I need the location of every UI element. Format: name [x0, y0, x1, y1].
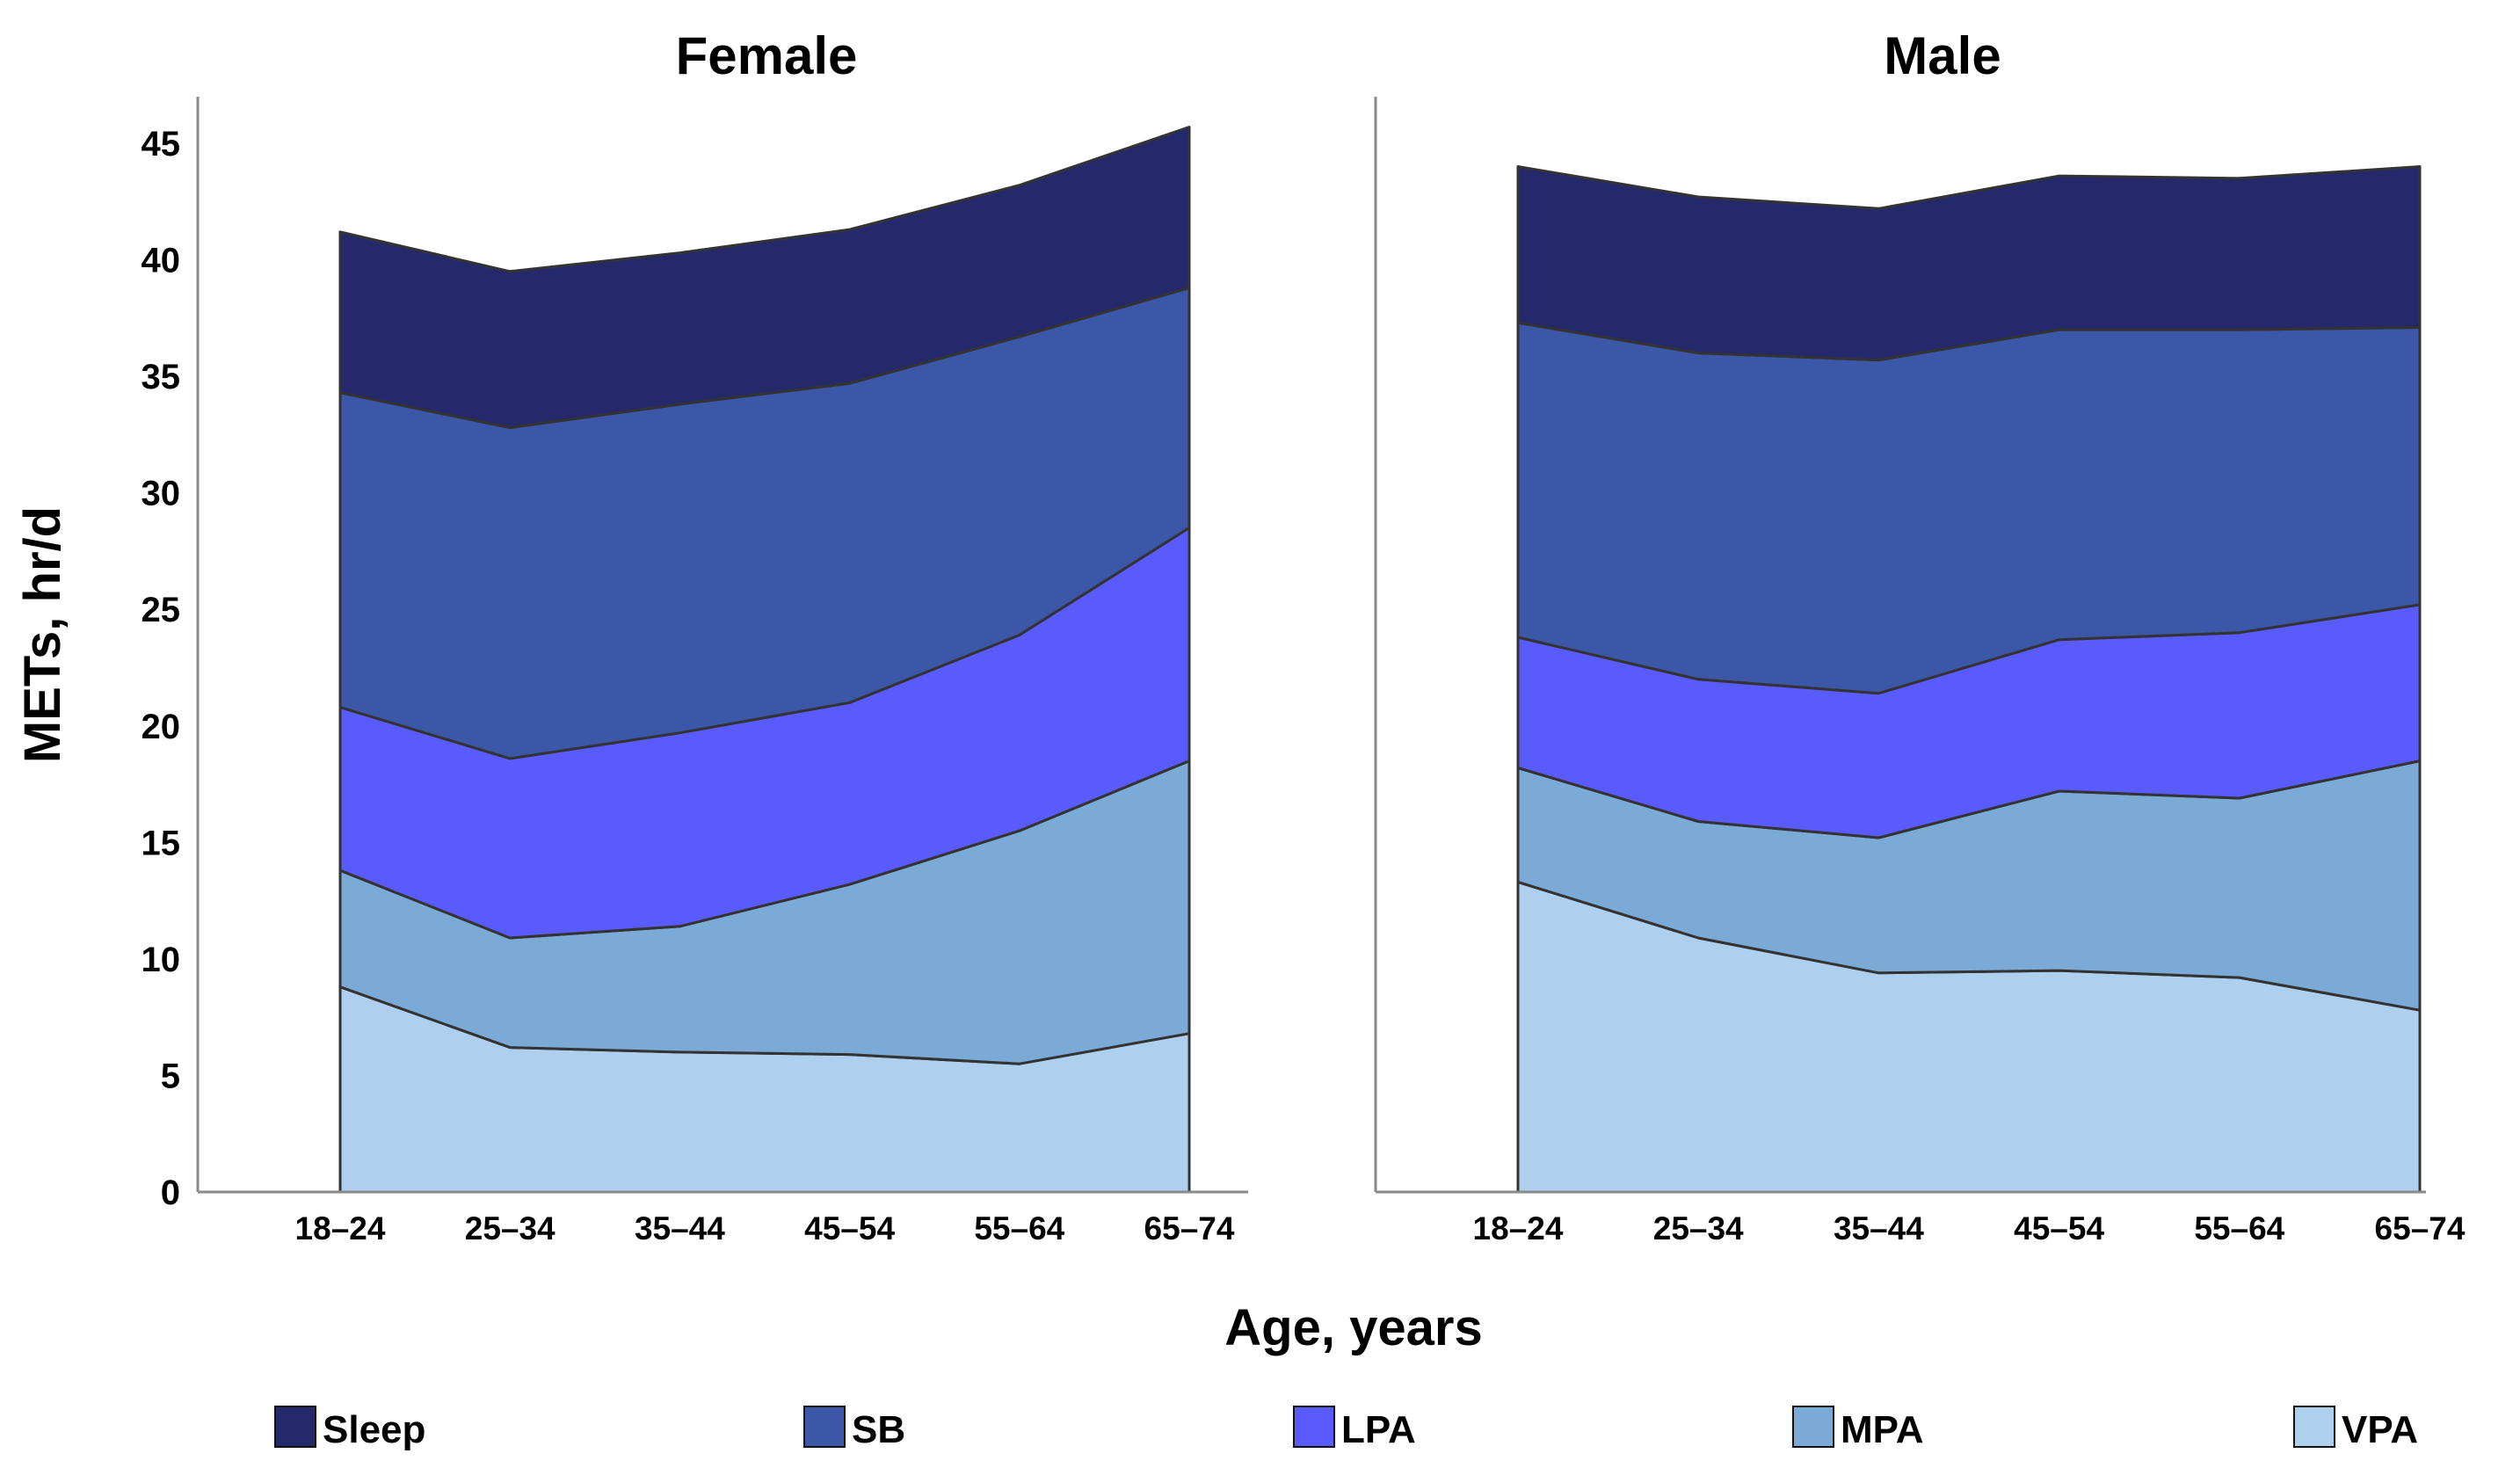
- legend-swatch: [274, 1406, 316, 1448]
- panels-layer: Female 0 5 10 15 20 25 30 35 40 45 18–24 25–34 35–44 4…: [142, 26, 2466, 1246]
- y-tick-label: 0: [161, 1174, 180, 1212]
- x-axis-title: Age, years: [1224, 1299, 1482, 1356]
- x-tick-label-male: 55–64: [2194, 1210, 2284, 1246]
- area-sleep-female: [338, 126, 1191, 429]
- legend-swatch: [803, 1406, 846, 1448]
- x-tick-label-female: 18–24: [295, 1210, 386, 1246]
- legend-item-mpa: MPA: [1792, 1406, 1924, 1451]
- area-sleep-male: [1516, 165, 2422, 362]
- y-tick-label: 25: [142, 591, 181, 629]
- legend-label: LPA: [1341, 1408, 1416, 1451]
- panel-male: Male 18–24 25–34 35–44 45–54 55–64 65–74: [1374, 26, 2466, 1246]
- x-tick-label-female: 55–64: [974, 1210, 1064, 1246]
- x-tick-label-female: 45–54: [804, 1210, 895, 1246]
- legend-swatch: [1792, 1406, 1834, 1448]
- y-tick-label: 35: [142, 358, 181, 396]
- panel-title-female: Female: [676, 26, 858, 85]
- x-tick-label-male: 45–54: [2014, 1210, 2104, 1246]
- legend-item-vpa: VPA: [2293, 1406, 2418, 1451]
- y-tick-label: 10: [142, 941, 181, 979]
- y-tick-label: 45: [142, 125, 181, 164]
- x-tick-label-male: 65–74: [2375, 1210, 2466, 1246]
- legend-swatch: [2293, 1406, 2335, 1448]
- x-tick-label-male: 18–24: [1473, 1210, 1564, 1246]
- x-tick-label-female: 65–74: [1144, 1210, 1235, 1246]
- panel-title-male: Male: [1884, 26, 2001, 85]
- legend: Sleep SB LPA MPA VPA: [274, 1406, 2418, 1451]
- panel-female: Female 0 5 10 15 20 25 30 35 40 45 18–24 25–34 35–44 4…: [142, 26, 1248, 1246]
- x-tick-label-female: 35–44: [635, 1210, 725, 1246]
- legend-item-lpa: LPA: [1293, 1406, 1416, 1451]
- legend-label: VPA: [2342, 1408, 2418, 1451]
- y-tick-label: 40: [142, 242, 181, 280]
- y-tick-label: 5: [161, 1057, 180, 1095]
- legend-item-sleep: Sleep: [274, 1406, 425, 1451]
- legend-label: MPA: [1841, 1408, 1924, 1451]
- y-tick-label: 30: [142, 475, 181, 513]
- x-tick-label-female: 25–34: [465, 1210, 556, 1246]
- x-tick-label-male: 35–44: [1834, 1210, 1924, 1246]
- legend-label: SB: [852, 1408, 905, 1451]
- legend-swatch: [1293, 1406, 1335, 1448]
- y-tick-label: 15: [142, 824, 181, 862]
- legend-label: Sleep: [323, 1408, 425, 1451]
- legend-item-sb: SB: [803, 1406, 905, 1451]
- x-tick-label-male: 25–34: [1653, 1210, 1744, 1246]
- y-axis-title: METs, hr/d: [14, 506, 71, 763]
- y-tick-label: 20: [142, 708, 181, 746]
